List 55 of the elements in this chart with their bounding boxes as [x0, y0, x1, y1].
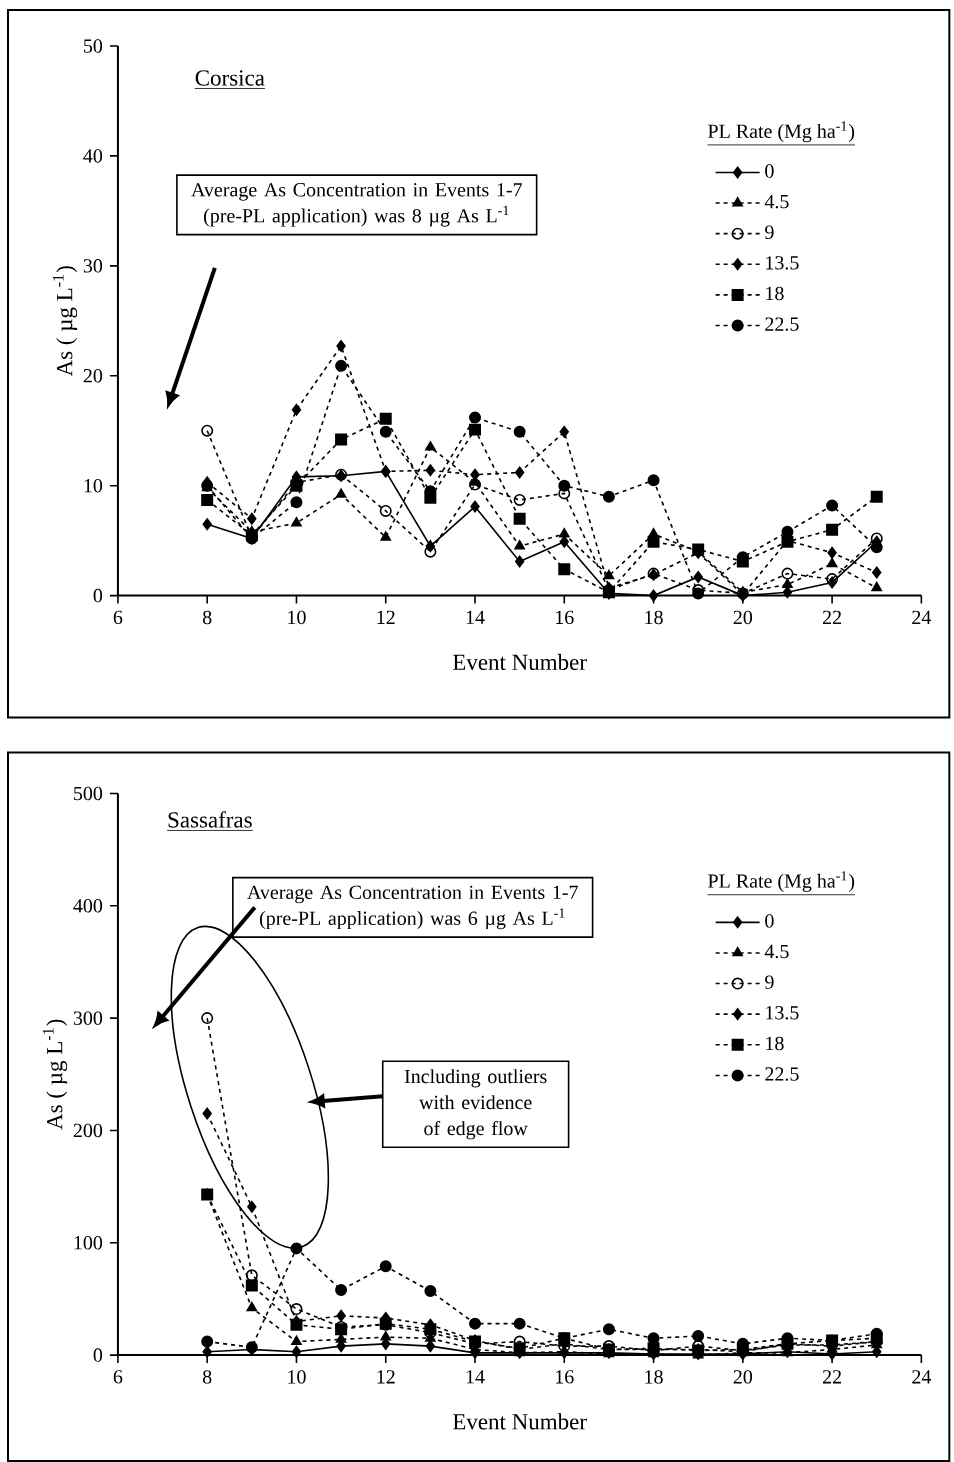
y-axis-title: As ( µg L$^{-1}$) — [52, 266, 77, 377]
annotation: Including outliers with evidence of edge flow — [404, 1069, 547, 1140]
x-tick-label: 16 — [555, 1370, 574, 1384]
y-tick-label: 10 — [84, 478, 102, 493]
x-tick-label: 20 — [733, 1370, 752, 1384]
x-tick-label: 18 — [645, 610, 663, 625]
text: Sassafras — [168, 811, 252, 828]
x-tick-label: 18 — [645, 1370, 663, 1384]
legend-label: 4.5 — [764, 944, 789, 959]
x-tick-label: 22 — [822, 610, 841, 624]
y-axis-title: As ( µg L$^{-1}$) — [42, 1019, 67, 1130]
text: Corsica — [195, 70, 265, 86]
x-tick-label: 12 — [377, 1370, 395, 1384]
x-tick-label: 12 — [377, 610, 395, 624]
y-tick-label: 50 — [83, 39, 102, 53]
y-tick-label: 200 — [73, 1123, 102, 1138]
x-tick-label: 10 — [288, 1370, 306, 1384]
legend-label: 0 — [765, 914, 774, 928]
legend-label: 18 — [766, 286, 784, 301]
legend-label: 22.5 — [765, 317, 799, 331]
legend-label: 13.5 — [766, 256, 799, 270]
legend-label: 0 — [764, 164, 774, 178]
x-tick-label: 8 — [202, 610, 212, 625]
y-tick-label: 100 — [74, 1236, 102, 1250]
y-tick-label: 300 — [73, 1011, 102, 1025]
annotation: Average As Concentration in Events 1-7 (pre-PL application) was 6 µg As L$^{-1}$ — [246, 885, 578, 930]
legend-label: 13.5 — [766, 1006, 799, 1020]
y-tick-label: 500 — [73, 786, 102, 801]
legend-label: 22.5 — [765, 1067, 799, 1081]
x-tick-label: 20 — [733, 610, 752, 625]
x-tick-label: 8 — [202, 1370, 212, 1384]
x-axis-title: Event Number — [452, 653, 587, 671]
legend-title: PL Rate (Mg ha$^{-1}$) — [707, 121, 854, 143]
x-tick-label: 6 — [113, 1370, 123, 1384]
y-tick-label: 20 — [83, 369, 102, 383]
x-tick-label: 22 — [822, 1370, 841, 1384]
x-tick-label: 16 — [555, 610, 574, 625]
x-tick-label: 10 — [288, 610, 306, 625]
x-axis-title: Event Number — [452, 1413, 587, 1430]
y-tick-label: 0 — [93, 1348, 102, 1362]
legend-label: 9 — [764, 975, 774, 989]
annotation: Average As Concentration in Events 1-7 (pre-PL application) was 8 µg As L$^{-1}$ — [191, 183, 522, 227]
legend-title: PL Rate (Mg ha$^{-1}$) — [707, 871, 854, 892]
y-tick-label: 30 — [83, 259, 102, 273]
x-tick-label: 14 — [466, 610, 485, 624]
x-tick-label: 24 — [912, 610, 931, 624]
y-tick-label: 400 — [73, 899, 102, 913]
y-tick-label: 0 — [93, 588, 102, 603]
legend-label: 18 — [766, 1036, 784, 1051]
x-tick-label: 14 — [466, 1370, 485, 1384]
legend-label: 4.5 — [764, 194, 789, 209]
y-tick-label: 40 — [83, 149, 102, 163]
x-tick-label: 6 — [113, 610, 123, 625]
x-tick-label: 24 — [912, 1370, 931, 1384]
legend-label: 9 — [764, 225, 774, 239]
